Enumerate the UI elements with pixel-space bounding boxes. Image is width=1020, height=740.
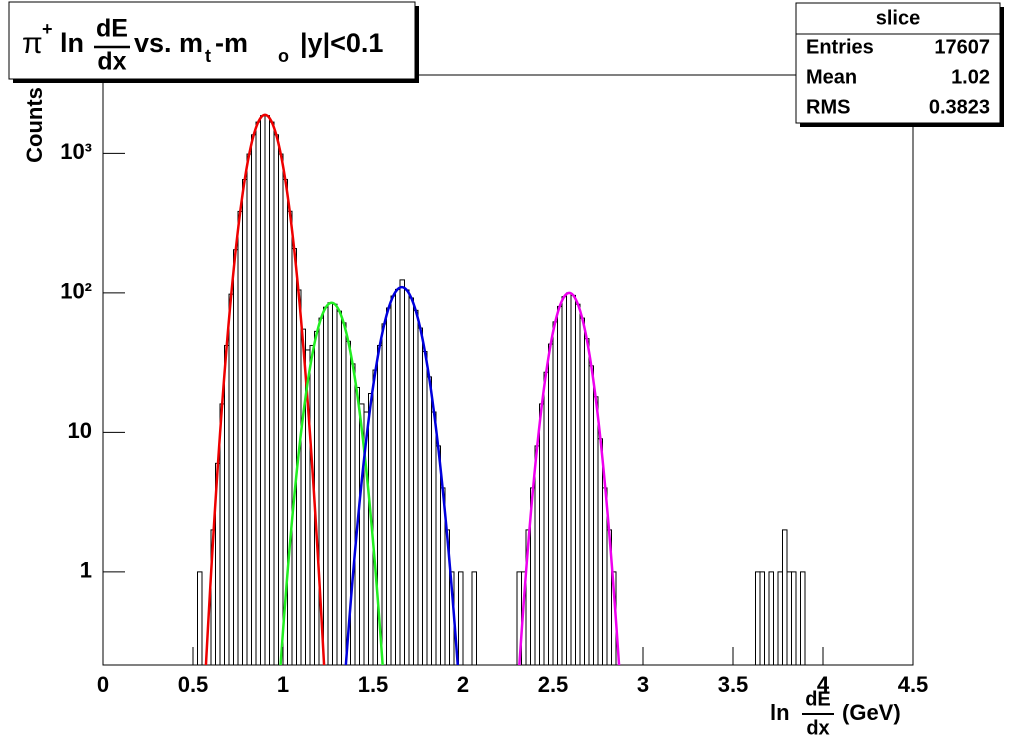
histogram-bin — [768, 571, 774, 665]
title-sub-t: t — [205, 46, 211, 66]
title-dash: -m — [215, 28, 248, 58]
title-vs: vs. m — [134, 28, 203, 58]
fit-curve — [344, 285, 460, 665]
title-cut: |y|<0.1 — [300, 28, 383, 58]
y-tick-label: 1 — [80, 558, 92, 583]
x-tick-label: 4.5 — [898, 672, 929, 697]
x-tick-label: 0 — [97, 672, 109, 697]
x-tick-label: 3.5 — [718, 672, 749, 697]
title-pi: π — [22, 27, 43, 60]
x-tick-label: 4 — [817, 672, 830, 697]
histogram-bin — [791, 571, 797, 665]
title-ln: ln — [60, 28, 84, 58]
x-tick-label: 1.5 — [358, 672, 389, 697]
stats-rows: Entries 17607 Mean 1.02 RMS 0.3823 — [806, 36, 990, 118]
x-label-unit: (GeV) — [842, 700, 901, 725]
stats-label: RMS — [806, 96, 850, 118]
stats-value: 17607 — [934, 36, 990, 58]
frame — [102, 74, 914, 666]
histogram-bin — [759, 571, 765, 665]
y-tick-label: 10 — [68, 418, 92, 443]
title-sub-o: o — [278, 46, 289, 66]
fit-curve — [204, 113, 326, 665]
title-den: dx — [97, 48, 126, 76]
x-label-ln: ln — [770, 700, 790, 725]
x-label-den: dx — [806, 717, 829, 739]
stats-box — [795, 2, 1001, 124]
x-tick-label: 3 — [637, 672, 649, 697]
plot-area — [197, 113, 806, 665]
title-box — [8, 1, 416, 80]
fit-curve — [279, 301, 384, 665]
y-axis-label: Counts — [22, 87, 47, 163]
histogram-bin — [800, 571, 806, 665]
x-label-num: dE — [805, 688, 831, 710]
title-num: dE — [96, 15, 128, 43]
histogram-bin — [197, 571, 203, 665]
y-tick-label: 10² — [60, 279, 92, 304]
x-tick-label: 2 — [457, 672, 469, 697]
stats-value: 0.3823 — [929, 96, 990, 118]
stats-title: slice — [876, 7, 920, 29]
histogram-bin — [471, 571, 477, 665]
title-sup: + — [42, 19, 53, 39]
y-tick-label: 10³ — [60, 139, 92, 164]
stats-label: Mean — [806, 66, 857, 88]
x-tick-label: 1 — [277, 672, 289, 697]
histogram-bin — [458, 571, 464, 665]
fit-curve — [518, 291, 621, 665]
x-tick-label: 0.5 — [178, 672, 209, 697]
x-tick-label: 2.5 — [538, 672, 569, 697]
stats-label: Entries — [806, 36, 874, 58]
stats-value: 1.02 — [951, 66, 990, 88]
